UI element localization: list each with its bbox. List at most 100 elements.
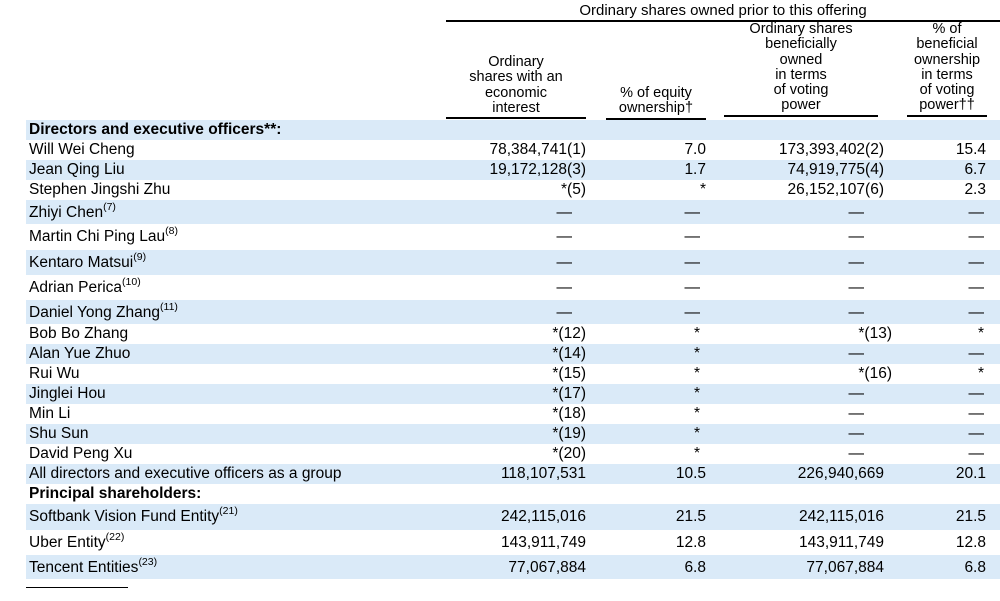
section-directors: Directors and executive officers**:: [26, 120, 1000, 140]
row-name: Rui Wu: [29, 365, 80, 382]
cell-voting-shares: —: [848, 385, 865, 402]
cell-economic: 77,067,884: [508, 559, 586, 576]
col-header-voting-percent: % of beneficial ownership in terms of vo…: [907, 21, 987, 117]
row-name: Bob Bo Zhang: [29, 325, 129, 342]
cell-equity-pct: 12.8: [675, 534, 706, 551]
row-name: Adrian Perica(10): [29, 276, 141, 296]
cell-voting-shares: —: [848, 345, 865, 362]
cell-voting-shares: 226,940,669: [797, 465, 884, 482]
cell-equity-pct: 6.8: [684, 559, 706, 576]
cell-voting-shares: —: [848, 425, 865, 442]
section-label: Principal shareholders:: [29, 485, 202, 502]
table-row: Zhiyi Chen(7) — — — —: [26, 200, 1000, 224]
table-row: Uber Entity(22) 143,911,749 12.8 143,911…: [26, 530, 1000, 555]
section-principal: Principal shareholders:: [26, 484, 1000, 504]
row-name: Tencent Entities(23): [29, 556, 158, 576]
row-name: Stephen Jingshi Zhu: [29, 181, 171, 198]
table-row: Daniel Yong Zhang(11) — — — —: [26, 300, 1000, 324]
cell-voting-shares: —: [848, 304, 865, 321]
table-row: Rui Wu *(15) * *(16) *: [26, 364, 1000, 384]
cell-equity-pct: *: [693, 365, 700, 382]
cell-equity-pct: —: [684, 254, 701, 271]
row-name: Kentaro Matsui(9): [29, 251, 147, 271]
cell-economic: —: [556, 254, 573, 271]
cell-voting-pct: —: [968, 304, 985, 321]
cell-voting-pct: 21.5: [955, 508, 986, 525]
cell-voting-pct: —: [968, 385, 985, 402]
row-name: Martin Chi Ping Lau(8): [29, 225, 178, 245]
cell-equity-pct: *: [693, 325, 700, 342]
col-header-economic-interest: Ordinary shares with an economic interes…: [446, 54, 586, 120]
table-row: Jinglei Hou *(17) * — —: [26, 384, 1000, 404]
cell-voting-pct: *: [977, 365, 984, 382]
cell-voting-pct: 6.8: [964, 559, 986, 576]
cell-voting-shares: —: [848, 445, 865, 462]
cell-economic: *(18): [552, 405, 586, 422]
cell-voting-shares: —: [848, 204, 865, 221]
cell-voting-pct: —: [968, 405, 985, 422]
cell-voting-shares: 173,393,402(2): [778, 141, 884, 158]
cell-equity-pct: *: [693, 345, 700, 362]
cell-economic: 19,172,128(3): [489, 161, 586, 178]
table-row: Kentaro Matsui(9) — — — —: [26, 250, 1000, 275]
cell-economic: 143,911,749: [500, 534, 586, 551]
cell-voting-shares: —: [848, 405, 865, 422]
col-header-voting-shares: Ordinary shares beneficially owned in te…: [724, 21, 878, 117]
table-row: Tencent Entities(23) 77,067,884 6.8 77,0…: [26, 555, 1000, 579]
row-name: Daniel Yong Zhang(11): [29, 301, 178, 321]
cell-economic: *(17): [552, 385, 586, 402]
cell-equity-pct: *: [693, 405, 700, 422]
cell-equity-pct: —: [684, 228, 701, 245]
cell-equity-pct: 21.5: [675, 508, 706, 525]
cell-voting-shares: —: [848, 279, 865, 296]
cell-equity-pct: *: [693, 385, 700, 402]
cell-voting-pct: 12.8: [955, 534, 986, 551]
cell-equity-pct: 1.7: [684, 161, 706, 178]
cell-voting-pct: *: [977, 325, 984, 342]
cell-voting-shares: 77,067,884: [806, 559, 884, 576]
row-name: Will Wei Cheng: [29, 141, 135, 158]
cell-voting-pct: —: [968, 204, 985, 221]
col-header-equity-ownership: % of equity ownership†: [606, 85, 706, 120]
row-name: Min Li: [29, 405, 71, 422]
footnote-divider: [26, 587, 128, 588]
row-name: Shu Sun: [29, 425, 89, 442]
cell-voting-pct: 20.1: [955, 465, 986, 482]
cell-economic: —: [556, 304, 573, 321]
cell-voting-pct: 6.7: [964, 161, 986, 178]
cell-economic: —: [556, 279, 573, 296]
cell-voting-pct: —: [968, 345, 985, 362]
cell-voting-pct: —: [968, 445, 985, 462]
cell-equity-pct: *: [693, 445, 700, 462]
table-row: Min Li *(18) * — —: [26, 404, 1000, 424]
cell-voting-shares: 26,152,107(6): [787, 181, 884, 198]
table-row: David Peng Xu *(20) * — —: [26, 444, 1000, 464]
table-row: Martin Chi Ping Lau(8) — — — —: [26, 224, 1000, 250]
row-name: David Peng Xu: [29, 445, 133, 462]
cell-economic: —: [556, 228, 573, 245]
cell-voting-shares: *(13): [858, 325, 892, 342]
section-label: Directors and executive officers**:: [29, 121, 282, 138]
cell-voting-shares: —: [848, 254, 865, 271]
cell-economic: 118,107,531: [500, 465, 586, 482]
cell-economic: 78,384,741(1): [489, 141, 586, 158]
cell-economic: —: [556, 204, 573, 221]
row-name: Softbank Vision Fund Entity(21): [29, 505, 238, 525]
cell-economic: *(19): [552, 425, 586, 442]
cell-voting-pct: —: [968, 279, 985, 296]
cell-equity-pct: 10.5: [675, 465, 706, 482]
cell-voting-shares: —: [848, 228, 865, 245]
cell-equity-pct: *: [693, 425, 700, 442]
table-row: Bob Bo Zhang *(12) * *(13) *: [26, 324, 1000, 344]
cell-equity-pct: 7.0: [684, 141, 706, 158]
row-name: Uber Entity(22): [29, 531, 125, 551]
cell-voting-shares: 242,115,016: [798, 508, 884, 525]
cell-voting-shares: 74,919,775(4): [787, 161, 884, 178]
row-name: Zhiyi Chen(7): [29, 201, 116, 221]
cell-equity-pct: *: [699, 181, 706, 198]
row-name: Jinglei Hou: [29, 385, 106, 402]
row-name: Alan Yue Zhuo: [29, 345, 131, 362]
cell-voting-pct: 2.3: [964, 181, 986, 198]
table-row: Stephen Jingshi Zhu *(5) * 26,152,107(6)…: [26, 180, 1000, 200]
cell-equity-pct: —: [684, 204, 701, 221]
